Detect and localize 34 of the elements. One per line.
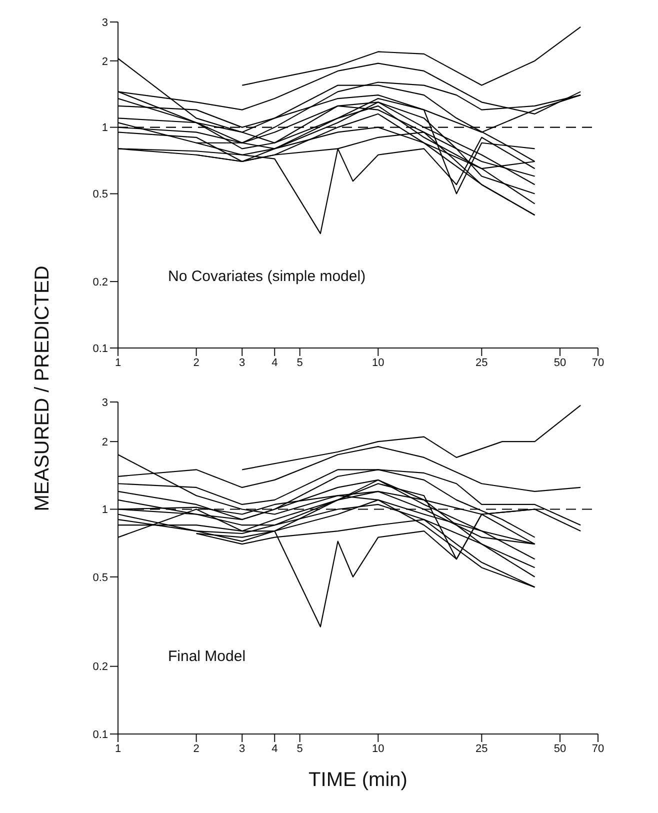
x-tick-label: 4	[272, 356, 278, 369]
x-tick-label: 2	[193, 742, 200, 755]
y-axis-title: MEASURED / PREDICTED	[32, 265, 54, 511]
x-tick-label: 10	[372, 742, 384, 755]
y-tick-label: 0.2	[92, 276, 108, 288]
x-tick-label: 70	[592, 356, 604, 369]
y-tick-label: 3	[102, 396, 108, 409]
x-tick-label: 1	[114, 742, 122, 755]
y-tick-label: 0.5	[92, 188, 108, 201]
y-tick-label: 0.5	[92, 572, 108, 584]
x-tick-label: 3	[239, 742, 246, 755]
y-tick-label: 0.1	[92, 342, 108, 355]
y-tick-label: 1	[102, 504, 108, 516]
y-tick-label: 3	[102, 16, 108, 29]
x-tick-label: 3	[239, 356, 246, 369]
x-tick-label: 2	[193, 356, 200, 369]
y-tick-label: 1	[102, 122, 108, 134]
x-tick-label: 25	[476, 356, 488, 369]
y-tick-label: 0.1	[92, 728, 108, 741]
x-tick-label: 1	[114, 356, 122, 369]
annotation: No Covariates (simple model)	[168, 268, 366, 285]
x-tick-label: 50	[554, 356, 566, 369]
annotation: Final Model	[168, 648, 246, 665]
y-tick-label: 0.2	[92, 661, 108, 674]
x-tick-label: 25	[476, 742, 488, 755]
x-axis-title: TIME (min)	[308, 769, 408, 792]
y-tick-label: 2	[102, 436, 108, 448]
x-tick-label: 70	[592, 742, 604, 755]
x-tick-label: 4	[272, 742, 278, 755]
x-tick-label: 10	[372, 356, 384, 369]
x-tick-label: 5	[296, 356, 303, 369]
y-tick-label: 2	[102, 56, 108, 68]
x-tick-label: 5	[296, 742, 303, 755]
x-tick-label: 50	[554, 742, 566, 755]
